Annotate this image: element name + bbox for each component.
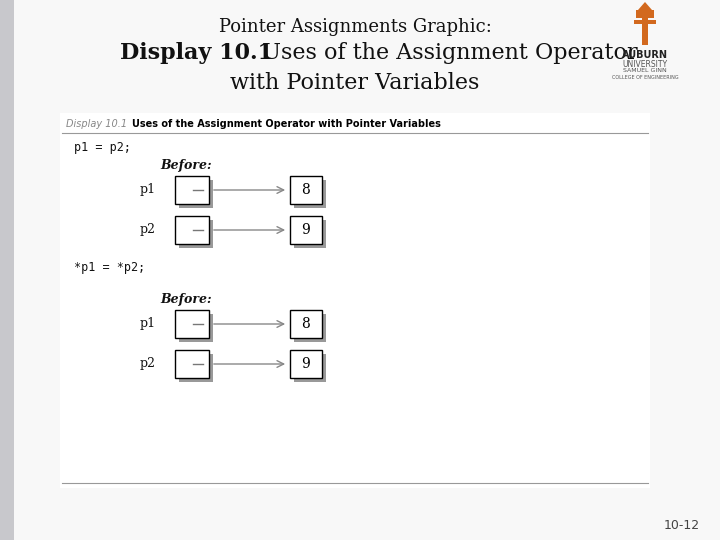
Bar: [294, 180, 326, 208]
Bar: [175, 310, 209, 338]
Bar: [290, 216, 322, 244]
Bar: [179, 354, 213, 382]
Text: *p1 = *p2;: *p1 = *p2;: [74, 261, 145, 274]
Text: with Pointer Variables: with Pointer Variables: [230, 72, 480, 94]
Text: SAMUEL GINN: SAMUEL GINN: [623, 68, 667, 73]
Text: Pointer Assignments Graphic:: Pointer Assignments Graphic:: [219, 18, 492, 36]
Bar: [294, 314, 326, 342]
Bar: [642, 10, 648, 45]
Text: p2: p2: [140, 224, 156, 237]
Polygon shape: [638, 2, 652, 10]
Bar: [290, 176, 322, 204]
Text: Before:: Before:: [160, 159, 212, 172]
Bar: [634, 20, 642, 24]
Bar: [294, 220, 326, 248]
Bar: [294, 354, 326, 382]
Text: p1 = p2;: p1 = p2;: [74, 141, 131, 154]
Bar: [175, 216, 209, 244]
Bar: [290, 310, 322, 338]
Bar: [636, 10, 654, 18]
Bar: [648, 20, 656, 24]
Text: COLLEGE OF ENGINEERING: COLLEGE OF ENGINEERING: [612, 75, 678, 80]
Text: Display 10.1: Display 10.1: [66, 119, 127, 129]
Text: 8: 8: [302, 317, 310, 331]
Text: Display 10.1: Display 10.1: [120, 42, 273, 64]
Bar: [0, 0, 14, 540]
Bar: [60, 113, 650, 488]
Text: Before:: Before:: [160, 293, 212, 306]
Bar: [175, 350, 209, 378]
Text: p1: p1: [140, 184, 156, 197]
Text: Uses of the Assignment Operator with Pointer Variables: Uses of the Assignment Operator with Poi…: [132, 119, 441, 129]
Text: 10-12: 10-12: [664, 519, 700, 532]
Text: UNIVERSITY: UNIVERSITY: [622, 60, 667, 69]
Text: 8: 8: [302, 183, 310, 197]
Text: 9: 9: [302, 223, 310, 237]
Text: Uses of the Assignment Operator: Uses of the Assignment Operator: [248, 42, 638, 64]
Bar: [179, 314, 213, 342]
Bar: [290, 350, 322, 378]
Text: AUBURN: AUBURN: [622, 50, 668, 60]
Bar: [179, 180, 213, 208]
Bar: [175, 176, 209, 204]
Bar: [179, 220, 213, 248]
Text: p1: p1: [140, 318, 156, 330]
Text: 9: 9: [302, 357, 310, 371]
Text: p2: p2: [140, 357, 156, 370]
